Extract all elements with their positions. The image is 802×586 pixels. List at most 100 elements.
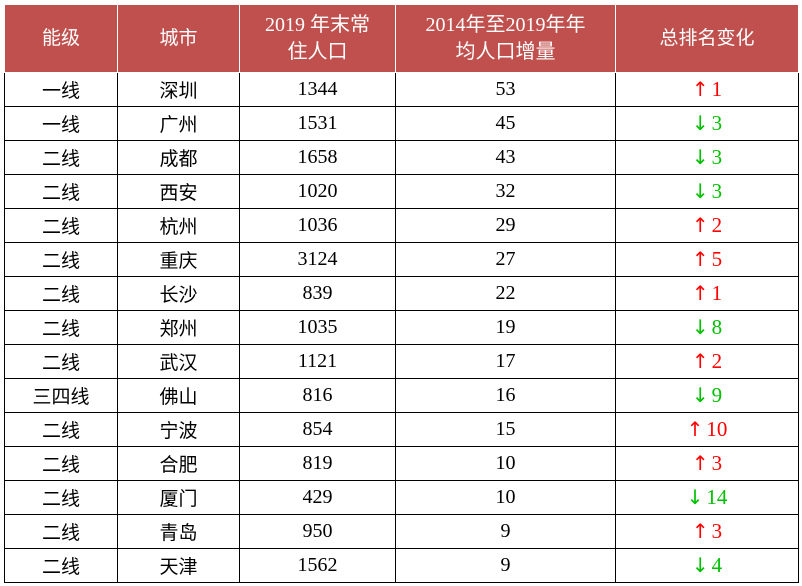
population-cell: 1036 (239, 208, 396, 243)
rank-change-cell: ↑ 3 (615, 514, 799, 549)
rank-change-value: 3 (711, 179, 723, 203)
header-population-line-2: 住人口 (287, 40, 348, 63)
tier-cell: 二线 (4, 480, 118, 515)
rank-change-cell: ↓ 3 (615, 174, 799, 209)
increment-cell: 9 (395, 514, 616, 549)
tier-cell: 二线 (4, 208, 118, 243)
increment-cell: 22 (395, 276, 616, 311)
arrow-up-icon: ↑ (691, 281, 709, 305)
city-cell: 合肥 (117, 446, 240, 481)
population-cell: 1020 (239, 174, 396, 209)
table-row: 三四线 佛山 816 16 ↓ 9 (4, 378, 799, 413)
rank-change-cell: ↑ 2 (615, 344, 799, 379)
city-cell: 成都 (117, 140, 240, 175)
arrow-down-icon: ↓ (691, 179, 709, 203)
increment-cell: 53 (395, 72, 616, 107)
population-cell: 839 (239, 276, 396, 311)
arrow-up-icon: ↑ (691, 451, 709, 475)
arrow-down-icon: ↓ (691, 111, 709, 135)
rank-change-cell: ↓ 3 (615, 106, 799, 141)
rank-change-value: 10 (706, 417, 728, 441)
tier-cell: 二线 (4, 242, 118, 277)
tier-cell: 二线 (4, 310, 118, 345)
rank-change-value: 14 (706, 485, 728, 509)
tier-cell: 二线 (4, 412, 118, 447)
rank-change-cell: ↓ 3 (615, 140, 799, 175)
rank-change-cell: ↑ 1 (615, 72, 799, 107)
city-cell: 青岛 (117, 514, 240, 549)
header-row: 能级 城市 2019 年末常 住人口 2014年至2019年年 均人口增量 总排名变… (4, 4, 799, 73)
increment-cell: 9 (395, 548, 616, 583)
table-row: 二线 长沙 839 22 ↑ 1 (4, 276, 799, 311)
table-row: 二线 杭州 1036 29 ↑ 2 (4, 208, 799, 243)
city-cell: 重庆 (117, 242, 240, 277)
table-row: 二线 重庆 3124 27 ↑ 5 (4, 242, 799, 277)
arrow-down-icon: ↓ (691, 383, 709, 407)
rank-change-value: 2 (711, 213, 723, 237)
header-population: 2019 年末常 住人口 (239, 4, 396, 73)
arrow-up-icon: ↑ (686, 417, 704, 441)
rank-change-cell: ↓ 14 (615, 480, 799, 515)
city-cell: 武汉 (117, 344, 240, 379)
table-row: 二线 宁波 854 15 ↑ 10 (4, 412, 799, 447)
city-cell: 深圳 (117, 72, 240, 107)
header-increment-line-1: 2014年至2019年年 (425, 13, 586, 36)
rank-change-value: 3 (711, 145, 723, 169)
arrow-up-icon: ↑ (691, 77, 709, 101)
population-cell: 1531 (239, 106, 396, 141)
population-cell: 429 (239, 480, 396, 515)
increment-cell: 10 (395, 446, 616, 481)
header-tier: 能级 (4, 4, 118, 73)
increment-cell: 45 (395, 106, 616, 141)
header-increment: 2014年至2019年年 均人口增量 (395, 4, 616, 73)
header-city: 城市 (117, 4, 240, 73)
arrow-up-icon: ↑ (691, 519, 709, 543)
table-row: 一线 深圳 1344 53 ↑ 1 (4, 72, 799, 107)
arrow-down-icon: ↓ (686, 485, 704, 509)
table-row: 二线 合肥 819 10 ↑ 3 (4, 446, 799, 481)
rank-change-value: 4 (711, 553, 723, 577)
rank-change-value: 3 (711, 451, 723, 475)
rank-change-cell: ↓ 8 (615, 310, 799, 345)
city-cell: 厦门 (117, 480, 240, 515)
arrow-up-icon: ↑ (691, 247, 709, 271)
city-cell: 佛山 (117, 378, 240, 413)
header-increment-line-2: 均人口增量 (455, 40, 556, 63)
header-rank-change: 总排名变化 (615, 4, 799, 73)
population-cell: 854 (239, 412, 396, 447)
table-row: 二线 厦门 429 10 ↓ 14 (4, 480, 799, 515)
table-row: 二线 青岛 950 9 ↑ 3 (4, 514, 799, 549)
rank-change-cell: ↑ 2 (615, 208, 799, 243)
population-cell: 3124 (239, 242, 396, 277)
increment-cell: 17 (395, 344, 616, 379)
population-cell: 816 (239, 378, 396, 413)
city-cell: 郑州 (117, 310, 240, 345)
increment-cell: 19 (395, 310, 616, 345)
rank-change-value: 8 (711, 315, 723, 339)
tier-cell: 三四线 (4, 378, 118, 413)
increment-cell: 32 (395, 174, 616, 209)
increment-cell: 43 (395, 140, 616, 175)
rank-change-cell: ↓ 4 (615, 548, 799, 583)
population-cell: 950 (239, 514, 396, 549)
rank-change-cell: ↓ 9 (615, 378, 799, 413)
city-cell: 广州 (117, 106, 240, 141)
rank-change-value: 2 (711, 349, 723, 373)
city-cell: 杭州 (117, 208, 240, 243)
tier-cell: 一线 (4, 72, 118, 107)
rank-change-value: 5 (711, 247, 723, 271)
table-row: 二线 天津 1562 9 ↓ 4 (4, 548, 799, 583)
population-cell: 1344 (239, 72, 396, 107)
tier-cell: 二线 (4, 174, 118, 209)
table-row: 二线 西安 1020 32 ↓ 3 (4, 174, 799, 209)
header-population-line-1: 2019 年末常 (265, 13, 370, 36)
table-body: 一线 深圳 1344 53 ↑ 1 一线 广州 1531 45 ↓ 3 二线 成都 1658 43 ↓ 3 二线 西安… (4, 72, 799, 583)
increment-cell: 15 (395, 412, 616, 447)
population-cell: 819 (239, 446, 396, 481)
population-cell: 1121 (239, 344, 396, 379)
population-cell: 1562 (239, 548, 396, 583)
increment-cell: 27 (395, 242, 616, 277)
population-cell: 1035 (239, 310, 396, 345)
rank-change-cell: ↑ 5 (615, 242, 799, 277)
table-row: 二线 成都 1658 43 ↓ 3 (4, 140, 799, 175)
